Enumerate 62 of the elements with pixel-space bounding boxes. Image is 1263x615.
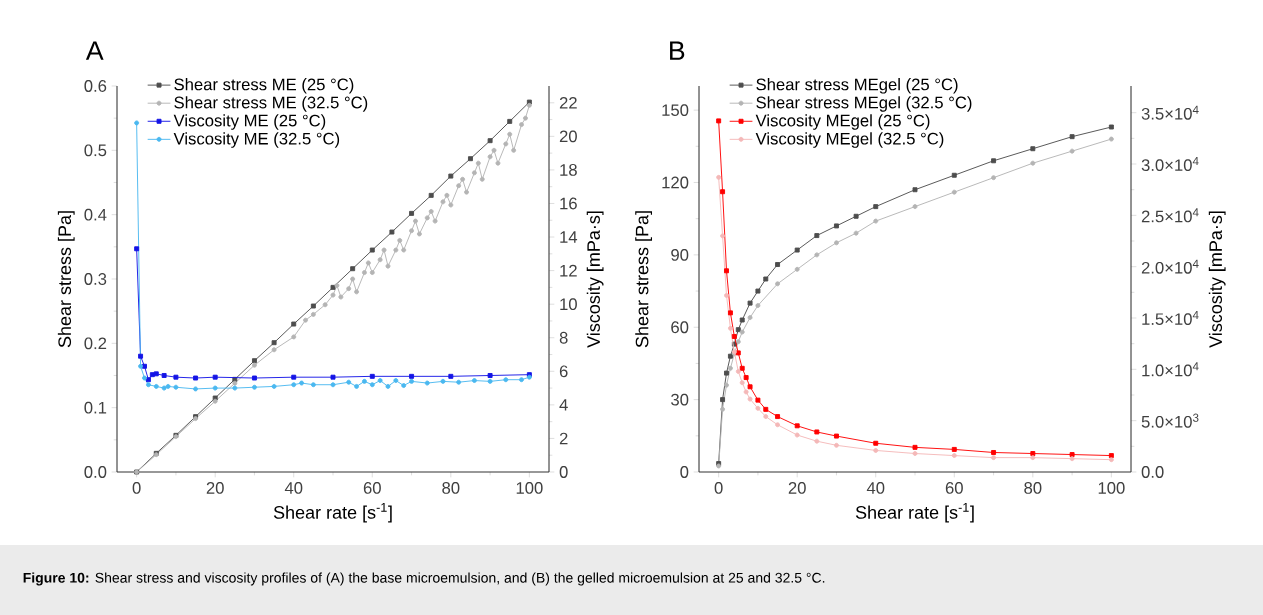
x-tick-label: 100: [1098, 482, 1125, 494]
x-tick-label: 100: [516, 482, 543, 494]
y-tick-label: 120: [662, 176, 689, 189]
legend-label: Shear stress MEgel (32.5 °C): [756, 96, 972, 112]
y-tick-label: 90: [671, 248, 689, 261]
y-tick-label: 150: [662, 104, 689, 117]
legend-label: Viscosity ME (32.5 °C): [173, 132, 340, 148]
legend-label: Viscosity MEgel (25 °C): [755, 114, 930, 130]
y2-tick-label: 5.0×10$^{3}$: [1141, 413, 1199, 428]
y2-tick-label: 1.0×10$^{4}$: [1142, 362, 1199, 377]
y2-tick-label: 6: [559, 365, 568, 378]
y2-tick-label: 0: [559, 466, 568, 478]
legend-label: Shear stress ME (25 °C): [174, 78, 354, 94]
y2-tick-label: 1.5×10$^{4}$: [1142, 311, 1199, 326]
y2-axis-title: Viscosity [mPa·s]: [586, 211, 604, 348]
x-tick-label: 0: [714, 482, 723, 494]
y2-tick-label: 2.5×10$^{4}$: [1141, 208, 1199, 223]
x-tick-label: 80: [442, 482, 460, 494]
y-tick-label: 0.1: [84, 401, 107, 414]
y-axis-title: Shear stress [Pa]: [57, 211, 75, 348]
x-axis-title: Shear rate [s$^{-1}$]: [273, 502, 392, 523]
y-tick-label: 0: [680, 466, 689, 478]
x-tick-label: 40: [284, 482, 303, 494]
x-axis-title: Shear rate [s$^{-1}$]: [855, 502, 974, 523]
y2-tick-label: 18: [560, 164, 577, 176]
y-tick-label: 0.5: [84, 144, 107, 157]
y-tick-label: 60: [671, 321, 689, 334]
y-axis-title: Shear stress [Pa]: [635, 211, 653, 348]
y2-tick-label: 2: [559, 432, 568, 445]
chart-title: B: [670, 41, 685, 60]
y2-tick-label: 22: [559, 96, 577, 109]
y2-tick-label: 0.0: [1141, 466, 1164, 478]
y2-tick-label: 8: [559, 331, 568, 344]
x-tick-label: 20: [206, 482, 224, 494]
y2-tick-label: 3.0×10$^{4}$: [1141, 157, 1199, 172]
y-tick-label: 30: [671, 393, 689, 406]
y2-tick-label: 3.5×10$^{4}$: [1141, 105, 1199, 120]
y2-tick-label: 2.0×10$^{4}$: [1141, 259, 1199, 274]
y2-tick-label: 4: [559, 399, 568, 411]
chart-title: A: [85, 41, 104, 60]
text: Figure 10: Shear stress and viscosity profiles of (A) the base microemulsion, and (B) the gelled microemulsion at 25 and 32.5 °C.: [23, 572, 825, 586]
y-tick-label: 0.0: [84, 466, 107, 478]
y2-tick-label: 12: [560, 264, 577, 277]
x-tick-label: 60: [363, 482, 381, 494]
y-tick-label: 0.6: [84, 80, 107, 92]
y2-tick-label: 10: [560, 298, 577, 311]
y-tick-label: 0.2: [84, 337, 107, 350]
y2-tick-label: 14: [560, 231, 578, 243]
x-tick-label: 60: [945, 482, 963, 494]
legend-label: Viscosity MEgel (32.5 °C): [755, 132, 944, 148]
y2-axis-title: Viscosity [mPa·s]: [1208, 211, 1226, 348]
y-tick-label: 0.4: [84, 208, 107, 221]
x-tick-label: 80: [1024, 482, 1042, 494]
x-tick-label: 40: [866, 482, 885, 494]
legend-label: Shear stress ME (32.5 °C): [174, 96, 368, 112]
legend-label: Viscosity ME (25 °C): [173, 114, 326, 130]
legend-label: Shear stress MEgel (25 °C): [756, 78, 958, 94]
y-tick-label: 0.3: [84, 273, 107, 285]
y2-tick-label: 16: [560, 197, 577, 210]
y2-tick-label: 20: [559, 130, 577, 143]
x-tick-label: 0: [132, 482, 141, 494]
x-tick-label: 20: [788, 482, 806, 494]
